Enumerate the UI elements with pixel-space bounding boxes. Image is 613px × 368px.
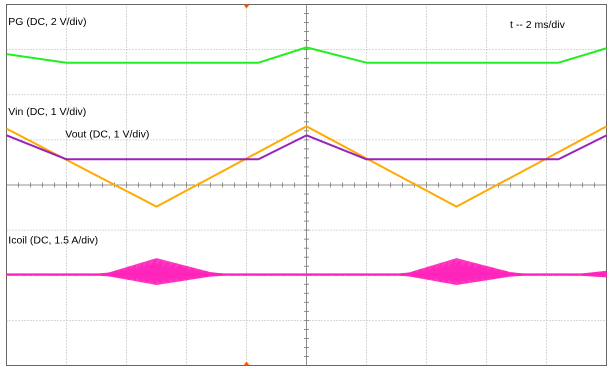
timebase-label: t -- 2 ms/div [510,19,566,31]
vin-trace [6,125,607,208]
icoil-trace-label: Icoil (DC, 1.5 A/div) [8,235,98,247]
trigger-marker-bottom [243,361,250,366]
pg-trace-label: PG (DC, 2 V/div) [8,16,86,28]
graticule [6,4,607,366]
trigger-marker-top [243,4,250,9]
pg-trace [6,46,607,64]
trigger-markers [243,4,250,366]
traces [6,46,607,285]
vout-trace [6,134,607,161]
vin-trace-label: Vin (DC, 1 V/div) [8,106,86,118]
vout-trace-label: Vout (DC, 1 V/div) [65,129,149,141]
